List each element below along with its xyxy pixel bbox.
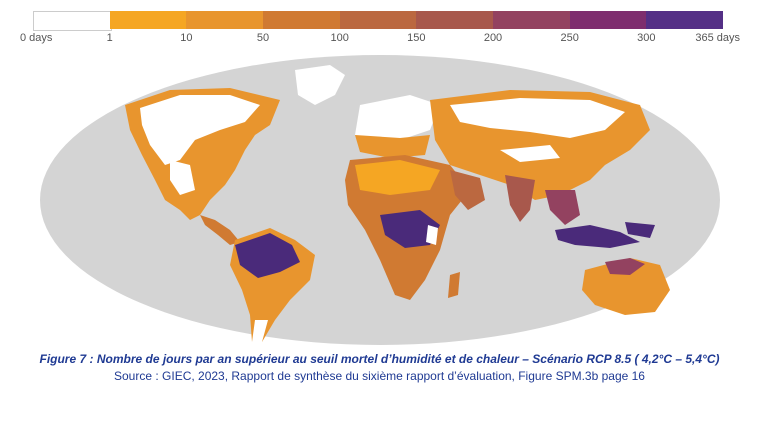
india [505,175,535,222]
amazon-basin [235,233,300,278]
legend-swatch [416,11,493,29]
south-america-tip [252,320,268,342]
legend-tick-label: 100 [330,32,349,44]
central-africa [380,210,440,248]
indonesia [555,225,640,248]
legend-tick-label: 50 [256,32,270,44]
legend-tick-label: 200 [483,32,503,44]
legend-tick-label: 150 [407,32,426,44]
source-caption: Source : GIEC, 2023, Rapport de synthèse… [114,369,645,383]
new-zealand [680,310,695,328]
legend-tick-label: 300 [637,32,656,44]
legend-swatch [646,11,723,29]
sahara [355,160,440,195]
legend-tick-label: 1 [106,32,113,44]
europe [355,95,440,145]
legend: 0 days 1 10 50 100 150 200 250 300 365 days [0,0,759,50]
legend-tick-label: 0 days [20,32,53,44]
north-america-west [170,160,195,195]
legend-tick-label: 250 [560,32,579,44]
legend-swatch [339,11,417,29]
central-america [200,215,240,245]
north-america-north [140,95,260,165]
australia [582,258,670,315]
figure-caption: Figure 7 : Nombre de jours par an supéri… [39,352,720,366]
new-guinea [625,222,655,238]
legend-swatch [569,11,647,29]
southeast-asia [545,190,580,225]
legend-swatch [109,11,187,29]
caption: Figure 7 : Nombre de jours par an supéri… [0,352,759,384]
world-map [40,55,720,345]
europe-south [355,135,430,158]
legend-tick-label: 10 [180,32,193,44]
himalaya [500,145,560,162]
asia-north [450,98,625,138]
madagascar [448,272,460,298]
legend-swatch [33,11,112,31]
legend-tick-label: 365 days [695,32,740,44]
greenland [295,65,345,105]
australia-north [605,258,645,275]
arabian-peninsula [450,170,485,210]
legend-swatch [493,11,570,29]
legend-swatch [263,11,340,29]
legend-swatch [186,11,263,29]
east-africa-highlands [426,225,438,245]
